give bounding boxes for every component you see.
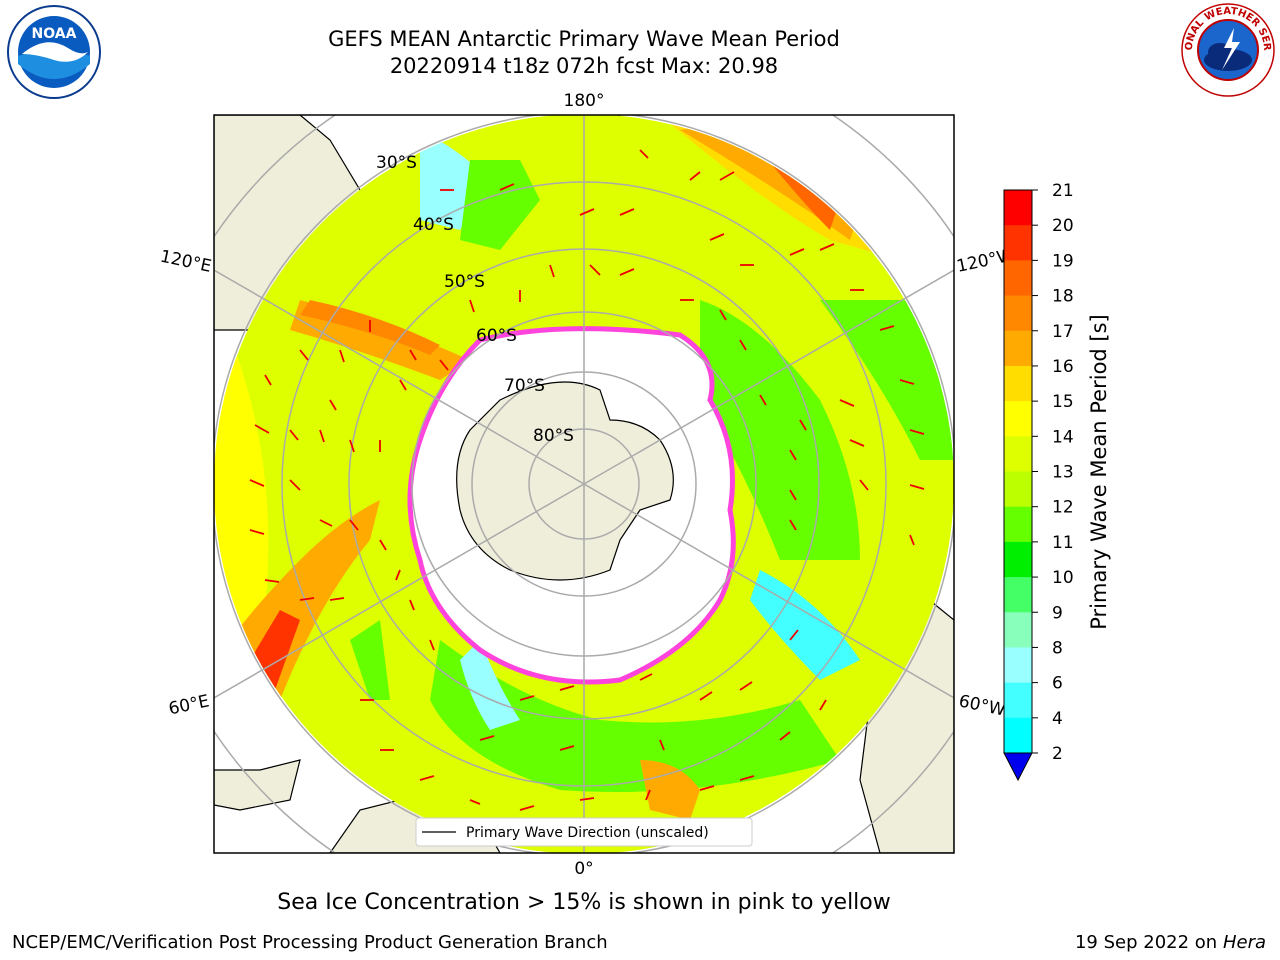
lat-label-70s: 70°S [504, 376, 545, 396]
map-title: GEFS MEAN Antarctic Primary Wave Mean Pe… [328, 27, 840, 51]
colorbar-tick-label: 19 [1052, 251, 1074, 271]
colorbar-tick-label: 18 [1052, 287, 1074, 307]
colorbar-swatch [1004, 365, 1032, 402]
colorbar-ticks: 21 20 19 18 17 16 15 14 13 12 11 10 9 8 6 4 2 [1032, 181, 1074, 764]
colorbar-tick-label: 20 [1052, 216, 1074, 236]
noaa-logo-icon: NOAA [7, 5, 101, 99]
colorbar-tick-label: 12 [1052, 498, 1074, 518]
colorbar-tick-label: 8 [1052, 638, 1063, 658]
colorbar-tick-label: 4 [1052, 709, 1063, 729]
antarctica-landmass [456, 381, 674, 581]
colorbar-swatch [1004, 295, 1032, 332]
sea-ice-caption: Sea Ice Concentration > 15% is shown in … [277, 890, 891, 915]
colorbar-label: Primary Wave Mean Period [s] [1087, 314, 1111, 630]
colorbar-tick-label: 17 [1052, 322, 1074, 342]
colorbar-swatch [1004, 682, 1032, 719]
lat-label-50s: 50°S [444, 272, 485, 292]
colorbar-tick-label: 16 [1052, 357, 1074, 377]
noaa-logo-text: NOAA [32, 26, 77, 42]
lat-label-60s: 60°S [476, 326, 517, 346]
colorbar-swatch [1004, 612, 1032, 648]
colorbar-tick-label: 13 [1052, 463, 1074, 483]
colorbar-swatch [1004, 190, 1032, 226]
colorbar-swatches [1004, 190, 1032, 754]
footer-date: 19 Sep 2022 on Hera [1075, 932, 1266, 953]
colorbar-swatch [1004, 436, 1032, 472]
lat-label-80s: 80°S [533, 426, 574, 446]
colorbar-tick-label: 15 [1052, 392, 1074, 412]
colorbar-swatch [1004, 541, 1032, 578]
lat-label-30s: 30°S [376, 153, 417, 173]
colorbar-swatch [1004, 225, 1032, 261]
nws-logo-icon: NATIONAL WEATHER SERVICE [1178, 2, 1275, 97]
map-subtitle: 20220914 t18z 072h fcst Max: 20.98 [389, 54, 779, 78]
colorbar-tick-label: 2 [1052, 744, 1063, 764]
lat-label-40s: 40°S [413, 215, 454, 235]
lon-label-0: 0° [574, 859, 593, 879]
colorbar-extend-triangle [1003, 752, 1033, 782]
graticule [214, 115, 954, 853]
colorbar-swatch [1004, 577, 1032, 613]
colorbar-swatch [1004, 471, 1032, 508]
colorbar-swatch [1004, 260, 1032, 297]
colorbar-tick-label: 9 [1052, 603, 1063, 623]
colorbar-swatch [1004, 506, 1032, 543]
colorbar-tick-label: 10 [1052, 568, 1074, 588]
map-legend: Primary Wave Direction (unscaled) [415, 817, 753, 847]
lon-label-180: 180° [564, 91, 605, 111]
footer-credit: NCEP/EMC/Verification Post Processing Pr… [12, 932, 608, 953]
colorbar-swatch [1004, 330, 1032, 367]
wave-direction-arrows [249, 149, 925, 811]
colorbar-swatch [1004, 717, 1032, 754]
colorbar-swatch [1004, 647, 1032, 684]
colorbar-tick-label: 14 [1052, 427, 1074, 447]
legend-label: Primary Wave Direction (unscaled) [466, 825, 709, 841]
colorbar-tick-label: 6 [1052, 674, 1063, 694]
footer-date-text: 19 Sep 2022 on [1074, 932, 1218, 953]
footer-host: Hera [1222, 932, 1266, 953]
colorbar-tick-label: 21 [1052, 181, 1074, 201]
colorbar-tick-label: 11 [1052, 533, 1074, 553]
colorbar-swatch [1004, 401, 1032, 437]
